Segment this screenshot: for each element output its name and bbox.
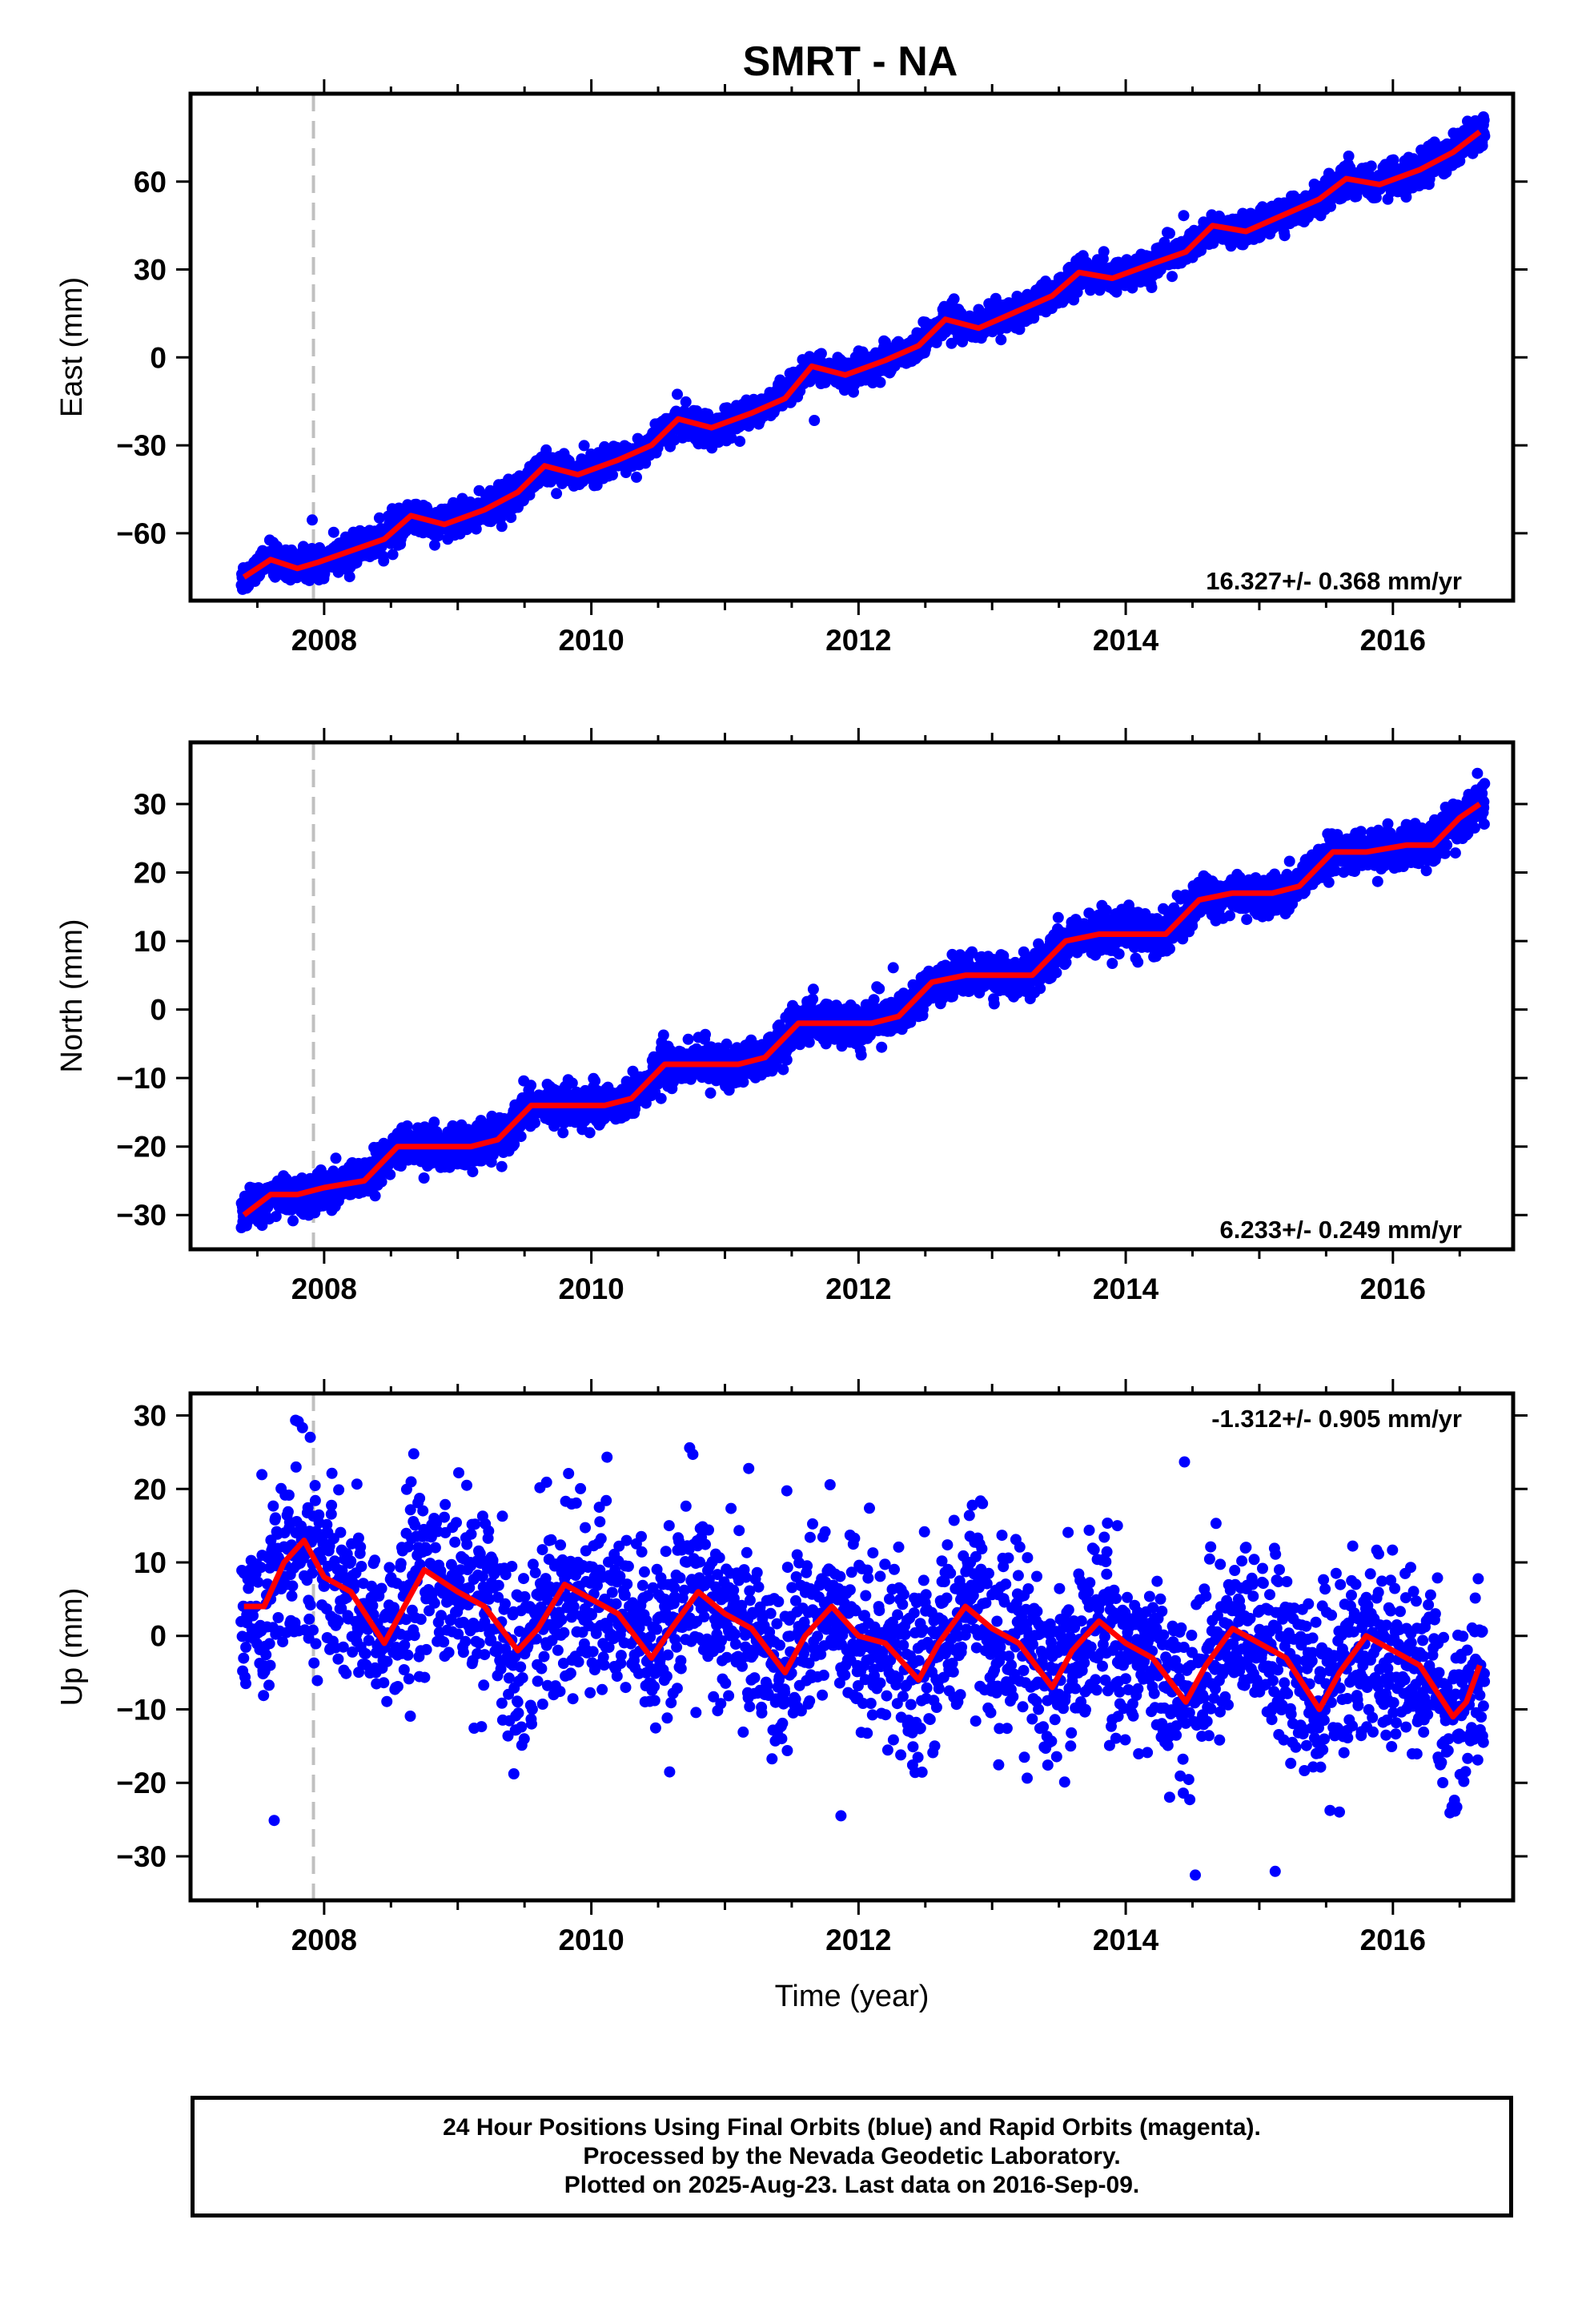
data-point	[1160, 246, 1172, 258]
data-point	[1343, 151, 1355, 162]
data-point	[578, 440, 590, 452]
points-north	[235, 767, 1491, 1233]
data-point	[297, 541, 309, 553]
data-point	[1195, 244, 1207, 256]
data-point	[330, 1152, 342, 1164]
data-point	[705, 1087, 717, 1099]
data-point	[1126, 282, 1138, 294]
data-point	[566, 1077, 578, 1089]
panel-north: 2008 2010 2012 2014 2016−30−20−100102030Nort…	[55, 728, 1528, 1305]
data-point	[607, 469, 618, 480]
data-point	[384, 1168, 396, 1180]
data-point	[652, 1078, 664, 1090]
y-tick-label: 60	[134, 166, 167, 199]
rate-annotation-east: 16.327+/- 0.368 mm/yr	[1206, 567, 1462, 595]
plot-area-east	[235, 94, 1491, 601]
data-point	[874, 376, 886, 388]
data-point	[995, 334, 1007, 346]
data-point	[515, 1131, 527, 1143]
data-point	[557, 1127, 569, 1139]
data-point	[1014, 324, 1026, 336]
data-point	[999, 299, 1011, 311]
data-point	[589, 1075, 601, 1087]
x-tick-label: 2008	[291, 624, 357, 657]
data-point	[270, 1211, 282, 1222]
data-point	[721, 1038, 733, 1050]
data-point	[737, 1076, 749, 1088]
model-line-east	[242, 129, 1482, 580]
data-point	[540, 444, 552, 456]
data-point	[548, 1120, 560, 1132]
data-point	[1146, 282, 1158, 293]
x-tick-label: 2010	[558, 624, 624, 657]
data-point	[584, 1127, 596, 1139]
data-point	[1098, 246, 1110, 258]
panel-east: 2008 2010 2012 2014 2016 −60 −30 0 30 60 East (mm)…	[55, 79, 1528, 657]
data-point	[343, 571, 355, 583]
data-point	[256, 1220, 268, 1232]
data-point	[429, 539, 440, 551]
data-point	[467, 1166, 479, 1178]
x-tick-label: 2016	[1360, 624, 1426, 657]
data-point	[505, 512, 517, 524]
data-point	[655, 1092, 667, 1104]
y-axis-label-east: East (mm)	[55, 277, 89, 417]
data-point	[508, 1138, 520, 1150]
data-point	[652, 422, 665, 434]
y-tick-label: 30	[134, 254, 167, 287]
y-tick-label: −60	[116, 517, 167, 550]
data-point	[1166, 271, 1178, 283]
data-point	[815, 348, 827, 360]
data-point	[1387, 154, 1399, 166]
data-point	[693, 424, 705, 436]
data-point	[631, 471, 642, 483]
data-point	[387, 549, 399, 561]
data-point	[1279, 230, 1291, 242]
data-point	[1039, 275, 1051, 287]
data-point	[672, 388, 683, 400]
x-tick-label: 2012	[825, 624, 891, 657]
data-point	[307, 514, 318, 526]
data-point	[919, 316, 931, 328]
data-point	[401, 1120, 413, 1132]
data-point	[734, 436, 746, 448]
data-point	[1476, 140, 1488, 151]
data-point	[1365, 160, 1377, 172]
points-east	[235, 111, 1491, 595]
frame-east	[188, 91, 1516, 603]
data-point	[496, 521, 508, 533]
data-point	[327, 526, 339, 538]
data-point	[487, 1149, 499, 1161]
data-point	[657, 1029, 669, 1041]
data-point	[551, 488, 563, 500]
data-point	[680, 396, 692, 408]
plot-area-north	[235, 742, 1491, 1249]
data-point	[375, 1176, 387, 1188]
data-point	[496, 1160, 508, 1172]
data-point	[287, 1215, 299, 1227]
data-point	[700, 1028, 711, 1040]
data-point	[373, 512, 385, 524]
data-point	[725, 432, 737, 444]
data-point	[809, 415, 821, 426]
y-tick-label: 0	[150, 341, 167, 374]
data-point	[1164, 227, 1175, 239]
data-point	[1478, 115, 1490, 126]
chart-title: SMRT - NA	[743, 38, 958, 85]
data-point	[1110, 286, 1122, 298]
data-point	[378, 555, 390, 567]
data-point	[777, 1063, 789, 1076]
data-point	[682, 1033, 694, 1045]
data-point	[1120, 258, 1132, 270]
data-point	[525, 1080, 537, 1092]
data-point	[418, 1172, 430, 1184]
data-point	[1178, 210, 1190, 222]
x-tick-label: 2014	[1093, 624, 1159, 657]
data-point	[529, 1117, 540, 1129]
data-point	[948, 293, 960, 305]
data-point	[428, 1116, 440, 1128]
y-tick-label: −30	[116, 429, 167, 462]
data-point	[369, 1190, 381, 1202]
